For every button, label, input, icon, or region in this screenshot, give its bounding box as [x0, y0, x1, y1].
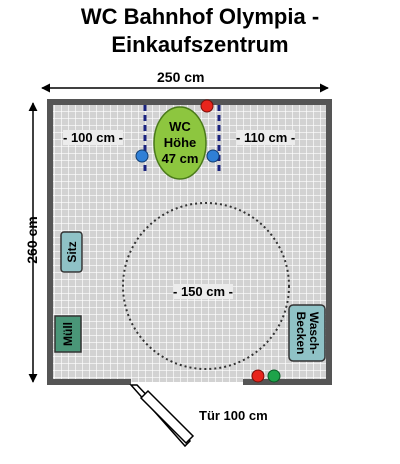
turning-circle: [122, 202, 290, 370]
bin-label-wrapper: Müll: [51, 322, 85, 346]
title-line-2: Einkaufszentrum: [111, 32, 289, 57]
width-label: 250 cm: [157, 69, 205, 85]
seat-label-wrapper: Sitz: [55, 241, 89, 262]
alarm-button-red-icon: [200, 99, 214, 113]
left-clearance-label: - 100 cm -: [63, 130, 123, 145]
sink-label-wrapper: Wasch- Becken: [279, 312, 335, 355]
wall-left: [47, 99, 53, 385]
sink-label-rotated: Wasch- Becken: [294, 305, 321, 361]
height-label-wrapper: 260 cm: [6, 216, 58, 263]
wc-label-line-1: WC: [169, 119, 191, 134]
bin-label: Müll: [61, 322, 75, 346]
door: [129, 384, 195, 448]
sink-label-line-1: Wasch-: [307, 311, 321, 355]
wall-bottom-left: [47, 379, 131, 385]
height-label: 260 cm: [24, 216, 40, 264]
wall-right: [326, 99, 332, 385]
wc-label-line-3: 47 cm: [161, 151, 199, 166]
title-line-1: WC Bahnhof Olympia -: [80, 4, 320, 29]
wc-label-line-2: Höhe: [163, 135, 197, 150]
flush-button-right-icon: [206, 149, 220, 163]
seat-label: Sitz: [65, 241, 79, 263]
flush-button-left-icon: [135, 149, 149, 163]
folding-seat: [60, 231, 83, 273]
waste-bin: [54, 315, 82, 353]
light-button-green-icon: [267, 369, 281, 383]
wash-basin: [288, 304, 326, 362]
turning-circle-label: - 150 cm -: [173, 284, 233, 299]
sink-label-line-2: Becken: [294, 311, 308, 355]
alarm-button-sink-red-icon: [251, 369, 265, 383]
wall-top: [47, 99, 332, 105]
wall-bottom-right: [243, 379, 332, 385]
right-clearance-label: - 110 cm -: [236, 130, 296, 145]
wc-toilet-icon: [153, 106, 207, 180]
door-width-label: Tür 100 cm: [199, 408, 268, 423]
